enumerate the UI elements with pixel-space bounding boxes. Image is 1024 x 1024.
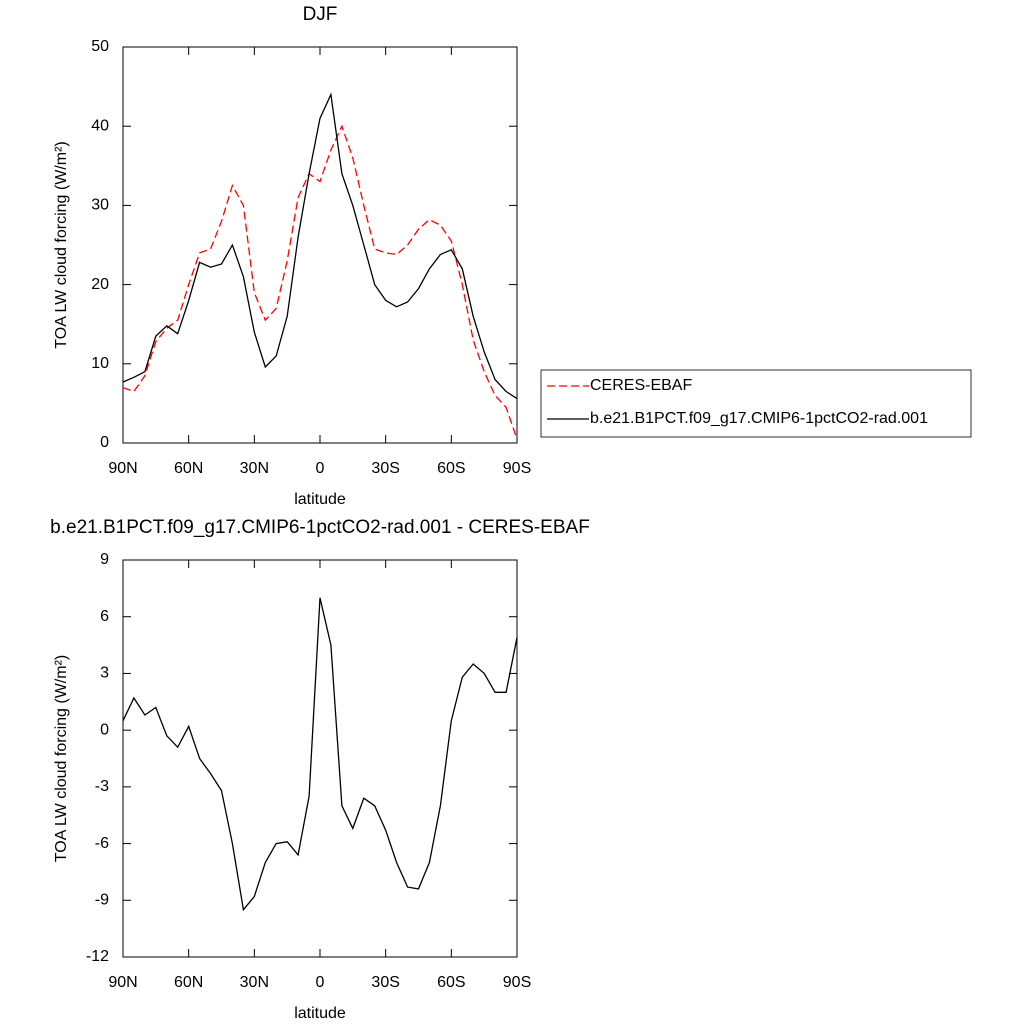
y-tick-label: 50 [91, 38, 109, 55]
legend-box [540, 369, 972, 438]
x-tick-label: 90N [108, 974, 137, 991]
plot-frame [122, 46, 518, 444]
legend-label: CERES-EBAF [590, 377, 692, 394]
y-axis-label: TOA LW cloud forcing (W/m²) [53, 141, 70, 348]
y-tick-label: -6 [95, 835, 109, 852]
x-tick-label: 90S [503, 974, 531, 991]
x-tick-label: 90N [108, 460, 137, 477]
x-axis-label: latitude [294, 491, 346, 508]
y-tick-label: -12 [86, 948, 109, 965]
x-tick-label: 0 [316, 974, 325, 991]
y-tick-label: 40 [91, 117, 109, 134]
x-tick-label: 0 [316, 460, 325, 477]
series-line [122, 124, 518, 440]
x-tick-label: 30N [240, 974, 269, 991]
y-tick-label: 9 [100, 551, 109, 568]
y-tick-label: 0 [100, 434, 109, 451]
legend-label: b.e21.B1PCT.f09_g17.CMIP6-1pctCO2-rad.00… [590, 410, 928, 427]
y-tick-label: 10 [91, 355, 109, 372]
x-axis-label: latitude [294, 1005, 346, 1022]
series-line [122, 92, 518, 400]
y-tick-label: -3 [95, 778, 109, 795]
x-tick-label: 30S [371, 974, 399, 991]
series-line [122, 597, 518, 912]
y-tick-label: 6 [100, 608, 109, 625]
y-tick-label: -9 [95, 892, 109, 909]
plot-frame [122, 559, 518, 958]
chart-title: b.e21.B1PCT.f09_g17.CMIP6-1pctCO2-rad.00… [50, 517, 590, 538]
x-tick-label: 30S [371, 460, 399, 477]
chart-title: DJF [303, 4, 338, 25]
y-axis-label: TOA LW cloud forcing (W/m²) [53, 655, 70, 862]
x-tick-label: 90S [503, 460, 531, 477]
y-tick-label: 20 [91, 276, 109, 293]
y-tick-label: 3 [100, 665, 109, 682]
x-tick-label: 60N [174, 974, 203, 991]
x-tick-label: 60N [174, 460, 203, 477]
y-tick-label: 0 [100, 721, 109, 738]
x-tick-label: 60S [437, 974, 465, 991]
x-tick-label: 60S [437, 460, 465, 477]
y-tick-label: 30 [91, 197, 109, 214]
x-tick-label: 30N [240, 460, 269, 477]
